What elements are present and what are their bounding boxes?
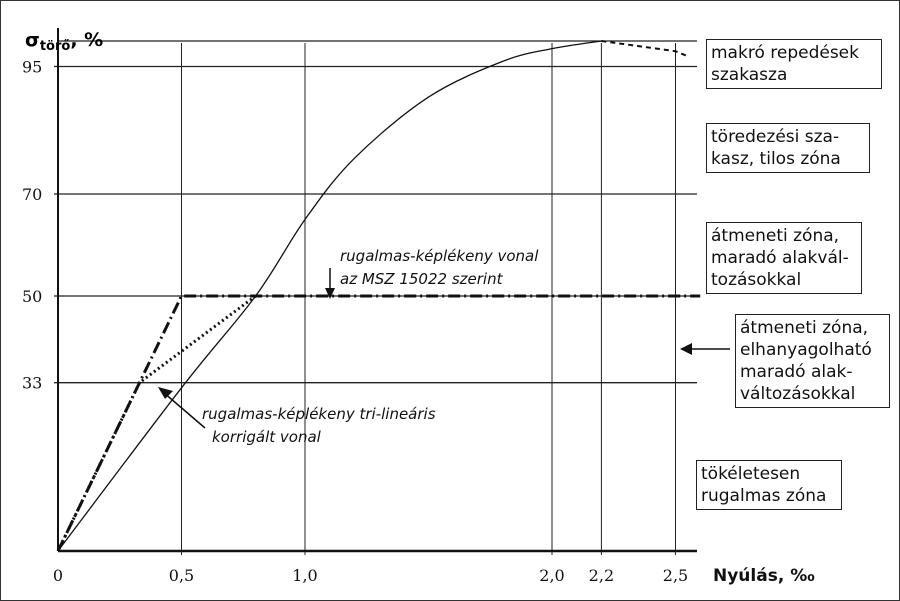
x-tick-label: 0,5 [169,566,194,585]
x-tick-label: 1,0 [292,566,317,585]
zone-label-makro: makró repedések szakasza [706,39,882,89]
y-axis-label: σtörő, % [25,29,103,54]
x-tick-label: 0 [53,566,63,585]
x-tick-label: 2,2 [589,566,614,585]
zone-label-atmeneti-elhanyagolhato: átmeneti zóna, elhanyagolható maradó alak-… [735,314,890,408]
y-tick-label: 50 [22,287,42,306]
y-tick-label: 70 [22,185,42,204]
y-tick-label: 95 [22,58,42,77]
annotation-trilin-line2: korrigált vonal [212,428,322,446]
series-line-dashed [601,40,689,58]
series-line-dotted [56,294,257,552]
annotation-trilin-line1: rugalmas-képlékeny tri-lineáris [202,405,436,423]
zone-label-atmeneti-marado: átmeneti zóna, maradó alakvál-tozásokkal [706,222,862,294]
zone-label-rugalmas: tökéletesen rugalmas zóna [696,460,842,510]
series-lines [56,40,701,552]
annotation-trilin-arrowhead [158,387,173,399]
x-tick-label: 2,0 [539,566,564,585]
x-tick-label: 2,5 [663,566,688,585]
grid-lines [58,40,697,555]
y-tick-label: 33 [22,374,42,393]
tick-labels: 33 50 70 95 0 0,5 1,0 2,0 2,2 2,5 [22,58,688,586]
annotation-msz-arrowhead [325,288,335,299]
series-line-dash-dot [56,294,701,552]
annotation-msz-line1: rugalmas-képlékeny vonal [340,247,539,265]
series-line-solid [57,40,602,552]
zone-label-toredezes: töredezési sza-kasz, tilos zóna [706,123,870,173]
annotation-msz-line2: az MSZ 15022 szerint [340,270,504,288]
x-axis-label: Nyúlás, ‰ [713,566,815,586]
annotation-trilin-arrow [162,391,206,429]
zone-pointer-arrowhead [680,343,692,355]
axes [54,28,697,553]
